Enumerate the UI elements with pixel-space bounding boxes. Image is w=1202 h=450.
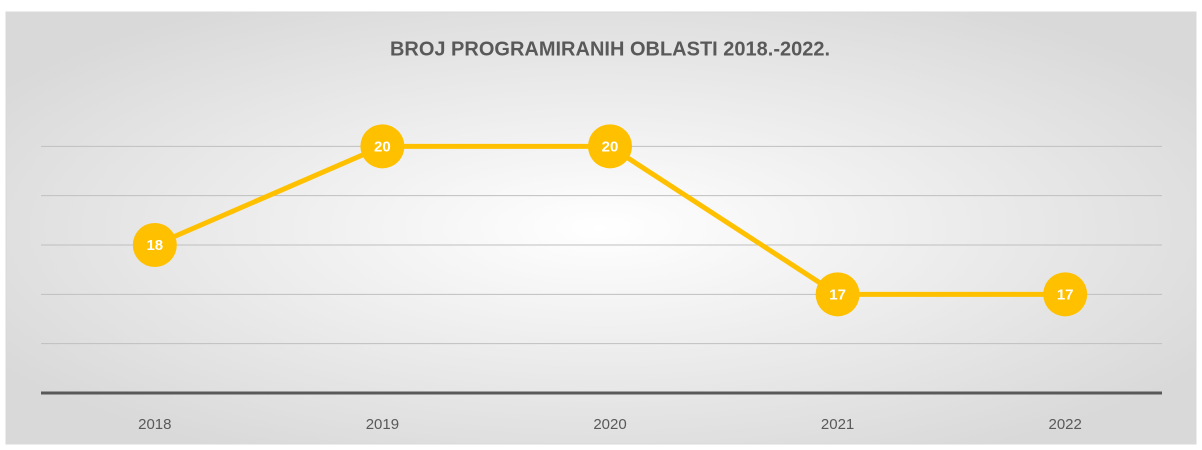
x-tick-label: 2019 [366, 416, 399, 433]
data-label: 18 [146, 237, 163, 254]
data-point [132, 223, 177, 267]
data-label: 20 [374, 138, 391, 155]
x-tick-label: 2021 [821, 416, 854, 433]
data-label: 17 [829, 286, 846, 303]
data-point [360, 124, 405, 169]
data-point [815, 272, 860, 317]
chart-background [5, 11, 1197, 445]
x-tick-label: 2020 [593, 416, 626, 433]
x-tick-label: 2018 [138, 416, 171, 433]
chart-title: BROJ PROGRAMIRANIH OBLASTI 2018.-2022. [390, 38, 830, 60]
x-tick-label: 2022 [1049, 416, 1082, 433]
data-point [1043, 272, 1088, 317]
data-point [588, 124, 632, 169]
data-label: 20 [602, 138, 619, 155]
data-label: 17 [1057, 286, 1074, 303]
